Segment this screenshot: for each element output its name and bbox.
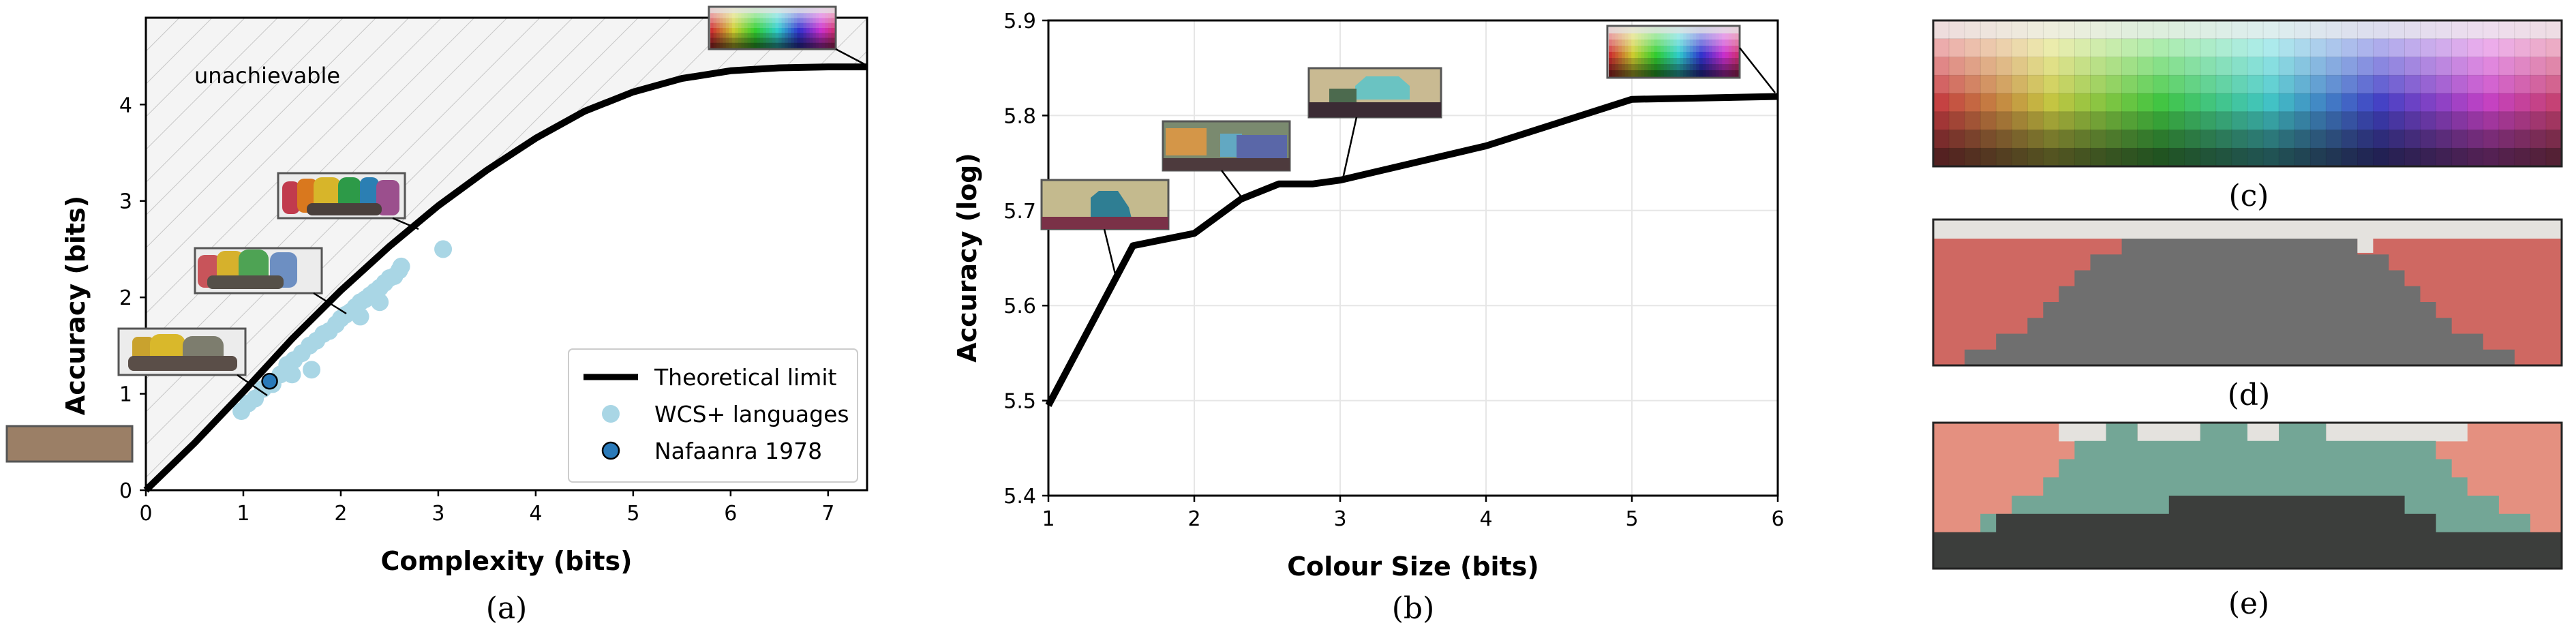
y-tick-label: 5.6 (1003, 295, 1036, 318)
thumbnail-8-terms (277, 172, 406, 220)
legend-a: Theoretical limit WCS+ languages Nafaanr… (568, 348, 858, 483)
legend-entry-nafaanra: Nafaanra 1978 (654, 438, 822, 464)
thumbnail-b-2 (1162, 120, 1291, 172)
thumbnails-a (5, 5, 865, 463)
thumbnails-b (1040, 25, 1776, 280)
x-tick-label: 7 (821, 502, 834, 526)
thumbnail-b-1 (1040, 179, 1170, 230)
y-axis-label-a: Accuracy (bits) (61, 196, 91, 415)
dark-category (1933, 496, 2562, 569)
caption-e: (e) (2228, 586, 2269, 621)
y-tick-label: 1 (119, 383, 132, 407)
legend-nafaanra-swatch (601, 441, 620, 460)
y-tick-label: 2 (119, 286, 132, 310)
wcs-language-point (283, 365, 301, 384)
y-tick-label: 3 (119, 190, 132, 214)
axes-frame-a (145, 16, 868, 492)
thumbnail-b-4-leader (1739, 47, 1776, 93)
wcs-scatter-layer (232, 240, 453, 421)
panel-b: 1 2 3 4 5 6 5.4 5.5 5.6 5.7 5.8 5.9 Colour Size (b… (952, 10, 1785, 626)
thumbnail-b-1-leader (1103, 228, 1118, 280)
caption-d: (d) (2228, 378, 2271, 412)
y-tick-label: 5.7 (1003, 200, 1036, 224)
wcs-language-point (371, 293, 389, 312)
y-ticks-b: 5.4 5.5 5.6 5.7 5.8 5.9 (1003, 10, 1048, 509)
x-tick-label: 5 (1625, 507, 1638, 531)
panel-d-frame (1932, 218, 2563, 367)
legend-entry-theoretical: Theoretical limit (654, 364, 836, 391)
thumbnail-b-3 (1307, 67, 1442, 119)
y-tick-label: 0 (119, 479, 132, 503)
y-tick-label: 5.9 (1003, 10, 1036, 33)
x-tick-label: 3 (431, 502, 444, 526)
thumbnail-5-leader (313, 292, 347, 315)
caption-c: (c) (2229, 179, 2269, 213)
x-ticks-b: 1 2 3 4 5 6 (1042, 496, 1785, 531)
wcs-language-point (351, 307, 369, 326)
thumbnail-full-leader (835, 48, 865, 65)
thumbnail-5-terms (194, 247, 323, 295)
unachievable-region (146, 18, 867, 490)
accuracy-curve (1045, 93, 1778, 407)
wcs-language-point (392, 257, 410, 275)
y-tick-label: 5.8 (1003, 104, 1036, 128)
y-ticks-a: 0 1 2 3 4 (119, 93, 146, 503)
x-tick-label: 1 (1042, 507, 1055, 531)
thumbnail-b-2-leader (1221, 170, 1243, 198)
panel-d-partition: (d) (1932, 218, 2563, 412)
y-axis-label-b: Accuracy (log) (952, 153, 982, 363)
nafaanra-point (261, 372, 278, 390)
y-tick-label: 5.5 (1003, 390, 1036, 414)
thumbnail-8-leader (392, 217, 419, 230)
x-axis-label-a: Complexity (bits) (380, 546, 632, 576)
legend-scatter-swatch (602, 405, 620, 423)
x-tick-label: 6 (724, 502, 737, 526)
thumbnail-brown (5, 425, 134, 463)
wcs-language-point (303, 361, 321, 379)
x-axis-label-b: Colour Size (bits) (1287, 552, 1539, 582)
thumbnail-3-terms (117, 327, 247, 376)
theoretical-limit-line (143, 63, 867, 493)
x-ticks-a: 0 1 2 3 4 5 6 7 (139, 490, 834, 526)
thumbnail-b-3-leader (1342, 117, 1358, 179)
grey-category (1965, 239, 2515, 366)
thumbnail-full-spectrum (708, 5, 837, 50)
x-tick-label: 5 (626, 502, 639, 526)
x-tick-label: 0 (139, 502, 152, 526)
light-category (2059, 423, 2468, 442)
panel-a: 0 1 2 3 4 5 6 7 0 1 2 3 4 unachievable Complexity (… (5, 5, 868, 626)
panel-c-frame (1932, 19, 2563, 168)
x-tick-label: 2 (1187, 507, 1200, 531)
y-tick-label: 5.4 (1003, 485, 1036, 509)
x-tick-label: 3 (1333, 507, 1346, 531)
caption-a: (a) (486, 591, 528, 626)
x-tick-label: 2 (334, 502, 347, 526)
thumbnail-b-4 (1606, 25, 1741, 79)
panel-e-partition: (e) (1932, 421, 2563, 621)
wcs-language-point (434, 240, 453, 258)
thumbnail-3-leader (237, 374, 268, 397)
x-tick-label: 6 (1771, 507, 1784, 531)
x-tick-label: 4 (1479, 507, 1492, 531)
axes-frame-b (1047, 19, 1779, 497)
unachievable-label: unachievable (194, 63, 340, 89)
x-tick-label: 1 (237, 502, 249, 526)
panel-e-frame (1932, 421, 2563, 570)
panel-c-color-chart: (c) (1932, 19, 2563, 213)
light-cell (2357, 239, 2374, 253)
y-tick-label: 4 (119, 93, 132, 117)
legend-entry-wcs: WCS+ languages (654, 401, 849, 427)
caption-b: (b) (1392, 591, 1435, 626)
legend-box (568, 348, 858, 483)
x-tick-label: 4 (529, 502, 542, 526)
